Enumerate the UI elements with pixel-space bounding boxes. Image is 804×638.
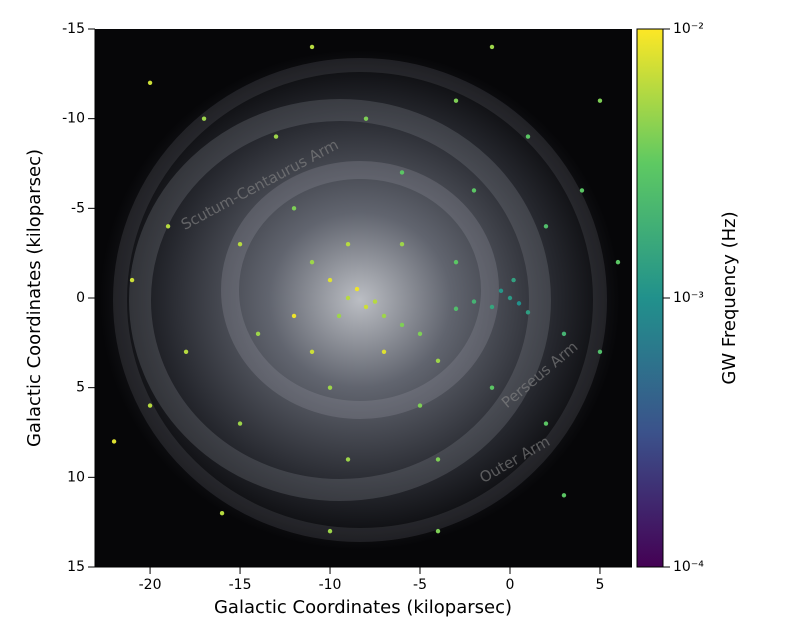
- point: [165, 224, 171, 229]
- point: [237, 242, 243, 247]
- point: [345, 242, 351, 247]
- x-tick-label: 0: [506, 577, 515, 593]
- point: [147, 403, 153, 408]
- x-tick-label: -20: [139, 577, 162, 593]
- x-tick-label: -10: [319, 577, 342, 593]
- x-axis-label: Galactic Coordinates (kiloparsec): [214, 597, 512, 618]
- y-tick-label: 0: [76, 290, 85, 306]
- point: [597, 98, 603, 103]
- point: [417, 403, 423, 408]
- colorbar: [636, 28, 664, 568]
- y-axis-label: Galactic Coordinates (kiloparsec): [24, 149, 45, 447]
- point: [201, 116, 207, 121]
- point: [255, 331, 261, 337]
- point: [345, 295, 351, 301]
- point: [399, 322, 405, 328]
- point: [435, 528, 441, 534]
- y-tick-label: 5: [76, 380, 85, 396]
- point: [453, 306, 459, 311]
- points: [111, 44, 621, 534]
- colorbar-tick-label: 10⁻³: [673, 290, 704, 306]
- point: [471, 299, 477, 304]
- point: [363, 304, 369, 310]
- point: [516, 301, 522, 306]
- point: [543, 224, 549, 229]
- point: [561, 493, 567, 498]
- point: [561, 331, 567, 337]
- colorbar-label: GW Frequency (Hz): [719, 211, 740, 384]
- point: [309, 259, 315, 265]
- point: [399, 170, 405, 175]
- point: [525, 134, 531, 139]
- point: [183, 349, 189, 354]
- colorbar-tick-label: 10⁻²: [673, 21, 704, 37]
- point: [291, 206, 297, 211]
- y-tick-label: -10: [62, 111, 85, 127]
- point: [435, 358, 441, 363]
- point: [345, 457, 351, 462]
- point: [399, 242, 405, 247]
- point: [381, 349, 387, 354]
- point: [489, 44, 495, 50]
- point: [273, 134, 279, 139]
- point: [453, 98, 459, 103]
- y-tick-label: 15: [67, 559, 85, 575]
- point: [336, 313, 342, 319]
- point: [507, 295, 513, 301]
- point: [363, 116, 369, 121]
- point: [511, 277, 516, 283]
- point: [579, 188, 585, 193]
- point: [219, 511, 225, 516]
- point: [597, 349, 603, 354]
- galaxy-image: [100, 50, 620, 550]
- point: [129, 277, 135, 283]
- point: [453, 259, 459, 265]
- point: [435, 457, 441, 462]
- point: [327, 385, 333, 390]
- point: [615, 259, 621, 265]
- point: [147, 80, 153, 86]
- point: [381, 313, 387, 319]
- point: [489, 304, 495, 310]
- point: [471, 188, 477, 193]
- y-tick-label: 10: [67, 469, 85, 485]
- point: [237, 421, 243, 426]
- x-tick-label: 5: [596, 577, 605, 593]
- point: [354, 286, 360, 292]
- colorbar-tick-label: 10⁻⁴: [673, 559, 704, 575]
- point: [327, 277, 333, 283]
- x-tick-label: -15: [229, 577, 252, 593]
- point: [498, 288, 504, 294]
- point: [309, 349, 315, 354]
- point: [327, 528, 333, 534]
- point: [372, 299, 378, 304]
- point: [543, 421, 549, 426]
- point: [417, 331, 423, 337]
- point: [309, 44, 315, 50]
- x-tick-label: -5: [413, 577, 427, 593]
- point: [291, 313, 297, 319]
- point: [489, 385, 495, 390]
- y-tick-label: -15: [62, 21, 85, 37]
- y-tick-label: -5: [71, 200, 85, 216]
- point: [525, 310, 531, 315]
- point: [111, 439, 117, 444]
